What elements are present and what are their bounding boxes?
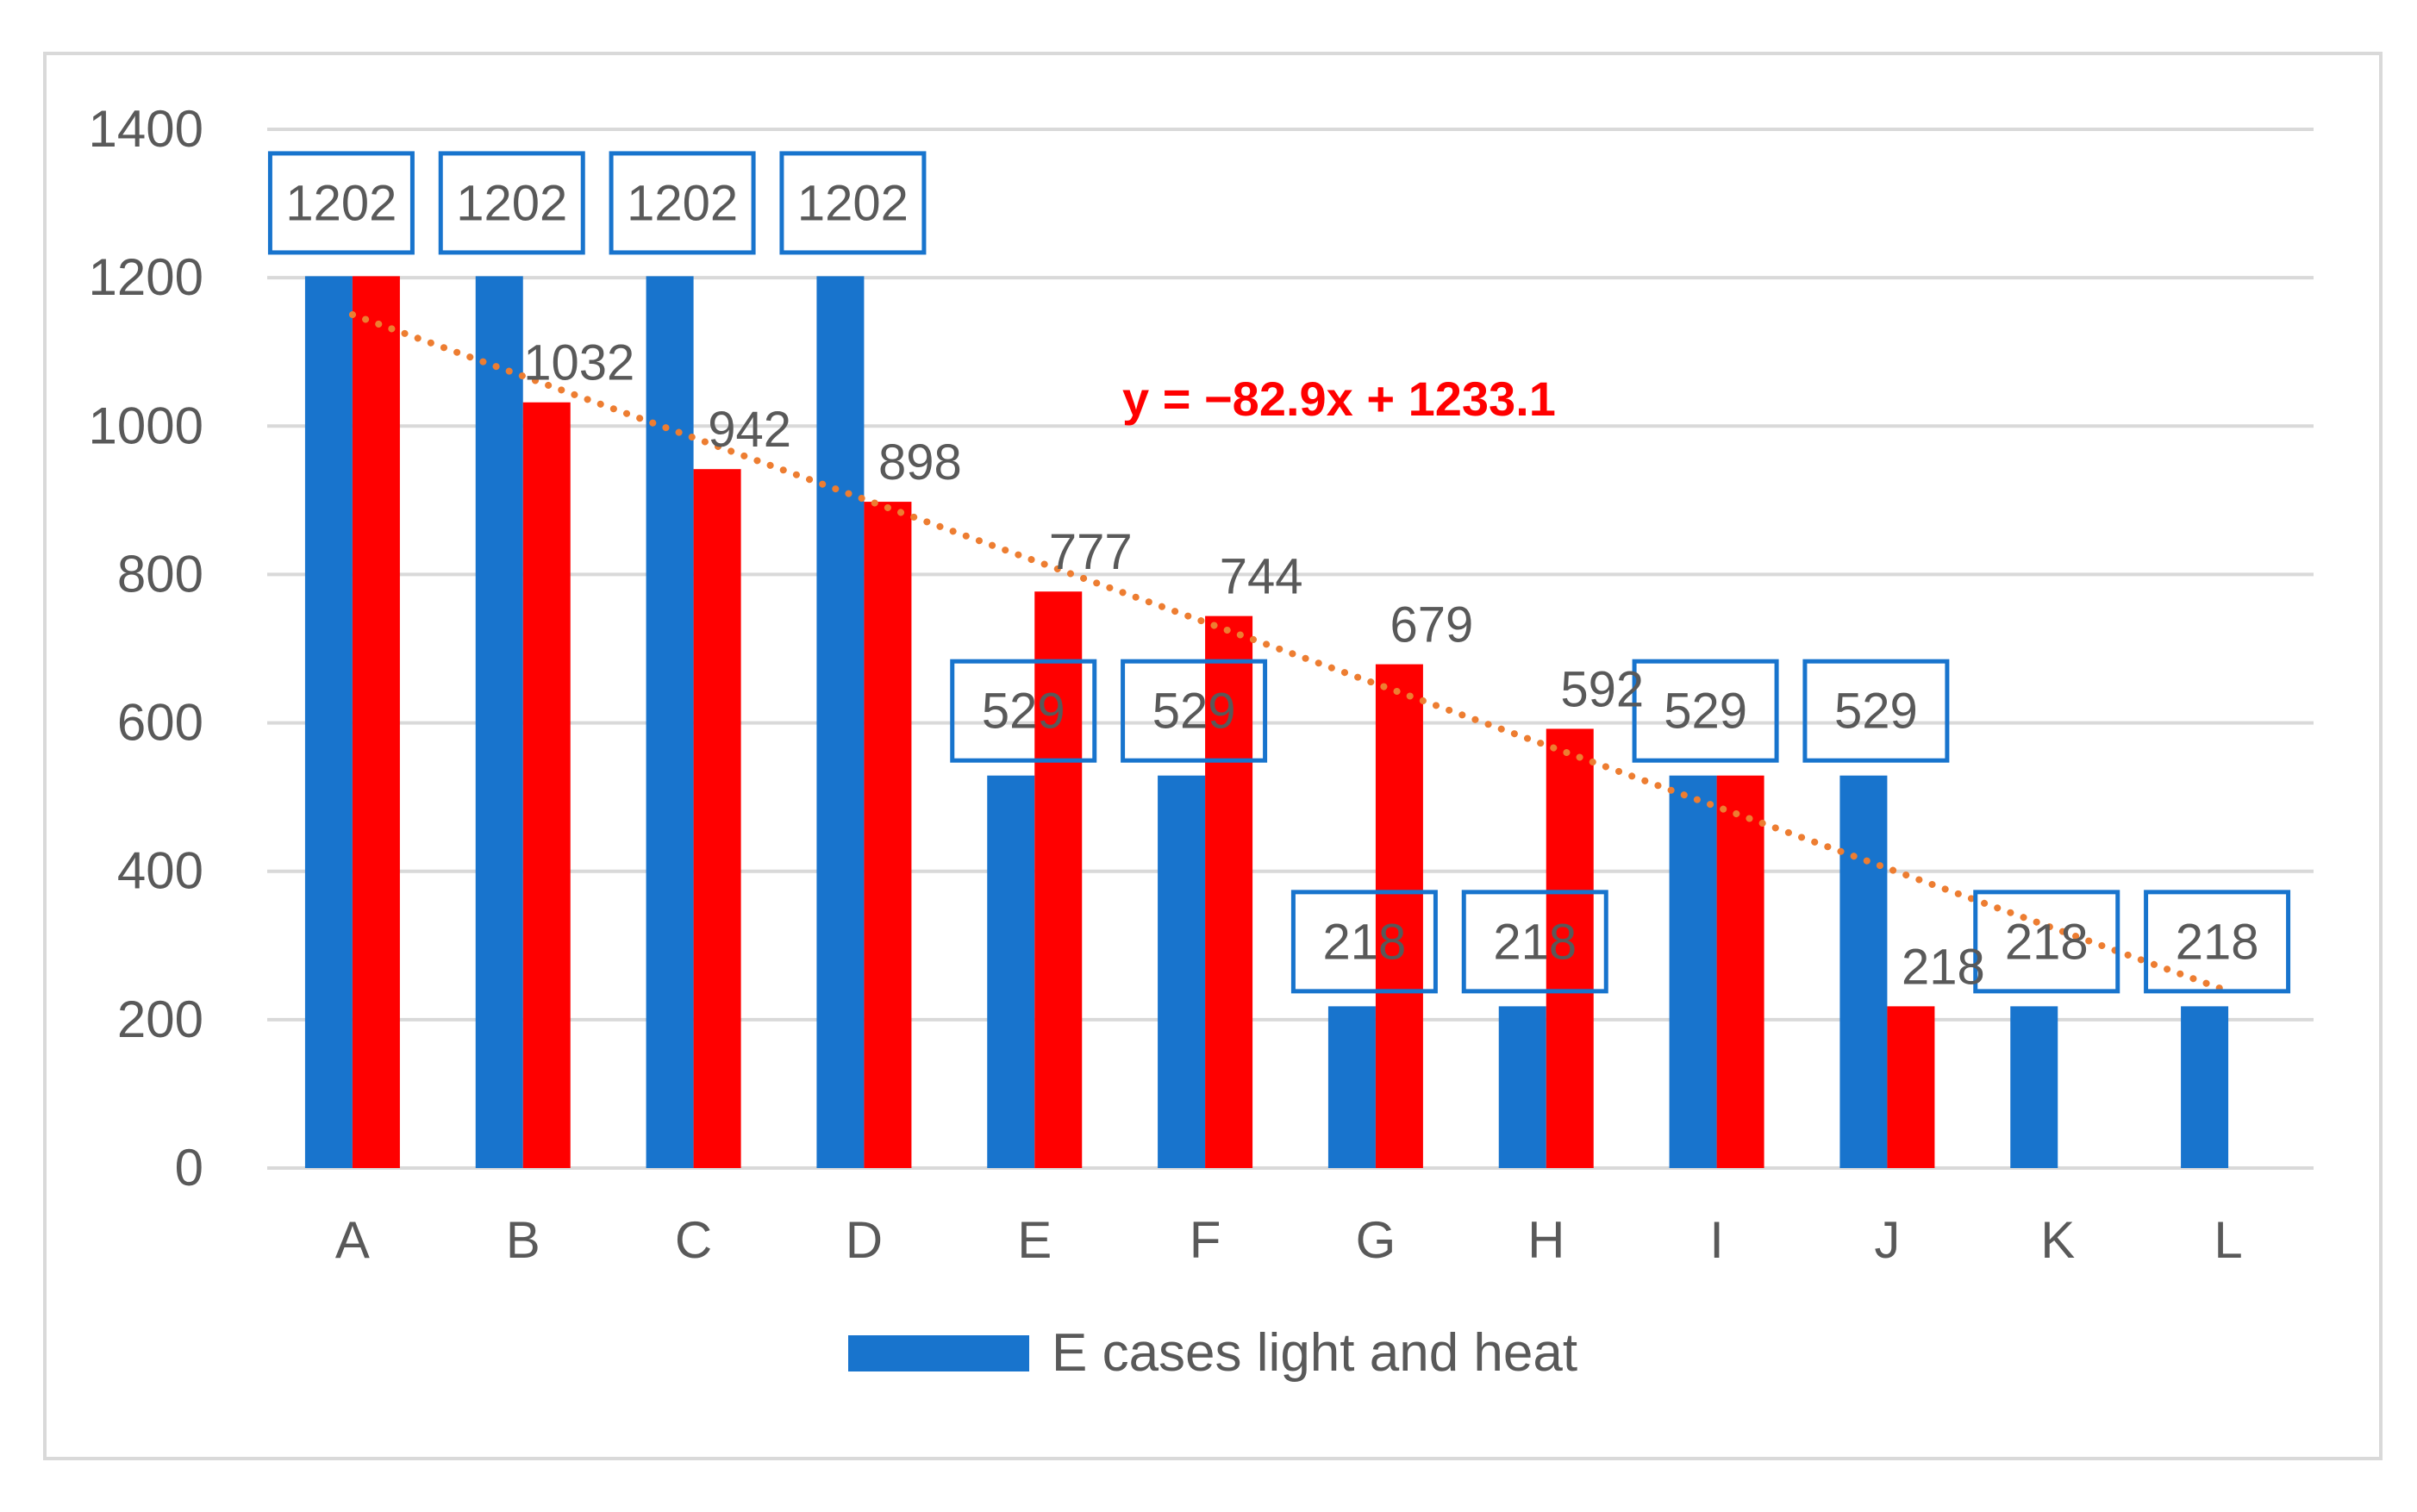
bar-value-label: 218 xyxy=(1493,914,1577,970)
red-value-label: 777 xyxy=(1049,524,1133,580)
bar-red-H xyxy=(1546,728,1594,1168)
y-axis-ticks: 0 200 400 600 800 1000 1200 1400 xyxy=(89,100,203,1196)
red-value-label: 592 xyxy=(1560,661,1644,717)
bar-blue-B xyxy=(475,276,523,1169)
x-tick-label: E xyxy=(1017,1211,1052,1269)
bar-red-G xyxy=(1375,664,1423,1168)
legend-label: E cases light and heat xyxy=(1052,1323,1577,1383)
x-tick-label: G xyxy=(1356,1211,1396,1269)
trendline xyxy=(348,311,2233,995)
x-tick-label: H xyxy=(1527,1211,1564,1269)
bar-value-box: 218 xyxy=(1973,890,2120,994)
red-value-label: 744 xyxy=(1220,549,1303,605)
bar-value-label: 1202 xyxy=(285,175,397,231)
bar-value-box: 1202 xyxy=(609,151,756,255)
bar-red-J xyxy=(1887,1006,1935,1168)
bar-red-B xyxy=(522,402,571,1168)
bar-value-label: 1202 xyxy=(627,175,738,231)
bar-blue-A xyxy=(304,276,353,1169)
bar-blue-J xyxy=(1839,775,1888,1168)
bar-blue-C xyxy=(646,276,694,1169)
bar-value-box-border xyxy=(609,151,756,255)
x-tick-label: L xyxy=(2214,1211,2242,1269)
bar-value-label: 529 xyxy=(1834,684,1918,740)
legend-swatch xyxy=(848,1335,1029,1371)
bar-value-box: 1202 xyxy=(438,151,585,255)
bar-blue-H xyxy=(1498,1006,1546,1168)
bar-red-A xyxy=(352,276,400,1169)
bar-red-E xyxy=(1034,591,1083,1168)
bar-value-box: 1202 xyxy=(779,151,927,255)
bar-value-box-border xyxy=(1802,659,1950,763)
red-value-label: 679 xyxy=(1390,597,1474,653)
bar-red-D xyxy=(864,502,912,1168)
legend: E cases light and heat xyxy=(848,1323,1577,1383)
bar-value-label: 529 xyxy=(1152,684,1236,740)
bar-value-box-border xyxy=(1121,659,1268,763)
x-tick-label: F xyxy=(1190,1211,1221,1269)
bar-value-box-border xyxy=(2144,890,2291,994)
bars xyxy=(304,276,2229,1169)
bar-blue-E xyxy=(987,775,1035,1168)
x-tick-label: B xyxy=(506,1211,540,1269)
y-tick-label: 1000 xyxy=(89,397,203,454)
x-tick-label: K xyxy=(2040,1211,2075,1269)
y-tick-label: 600 xyxy=(117,694,203,752)
bar-value-box: 218 xyxy=(2144,890,2291,994)
bar-red-C xyxy=(693,469,741,1168)
bar-value-box: 529 xyxy=(950,659,1097,763)
x-tick-label: J xyxy=(1874,1211,1900,1269)
trendline-equation: y = −82.9x + 1233.1 xyxy=(1122,372,1556,426)
y-tick-label: 400 xyxy=(117,842,203,900)
bar-value-box-border xyxy=(779,151,927,255)
bar-value-label: 1202 xyxy=(456,175,567,231)
bar-blue-K xyxy=(2010,1006,2058,1168)
bar-value-box-border xyxy=(1632,659,1779,763)
data-labels: 1202 1202 1202 1202 529 529 218 218 529 529 218 218… xyxy=(267,151,2291,995)
bar-value-label: 529 xyxy=(982,684,1065,740)
bar-value-label: 218 xyxy=(2176,914,2259,970)
bar-blue-F xyxy=(1158,775,1206,1168)
y-tick-label: 1400 xyxy=(89,100,203,158)
x-tick-label: I xyxy=(1709,1211,1724,1269)
red-value-label: 942 xyxy=(708,402,791,458)
gridlines xyxy=(267,128,2314,1170)
chart-frame: 0 200 400 600 800 1000 1200 1400 1202 1202 1202 12… xyxy=(43,52,2383,1460)
bar-value-box: 1202 xyxy=(267,151,415,255)
bar-value-box-border xyxy=(950,659,1097,763)
bar-value-box: 529 xyxy=(1802,659,1950,763)
bar-value-label: 218 xyxy=(1323,914,1407,970)
red-value-label: 218 xyxy=(1902,939,1985,995)
bar-value-box-border xyxy=(1461,890,1608,994)
bar-value-box: 529 xyxy=(1121,659,1268,763)
bar-blue-G xyxy=(1327,1006,1376,1168)
bar-red-F xyxy=(1205,615,1253,1168)
y-tick-label: 200 xyxy=(117,990,203,1048)
y-tick-label: 0 xyxy=(175,1139,203,1196)
trendline-layer xyxy=(348,311,2233,995)
x-tick-label: D xyxy=(846,1211,883,1269)
x-tick-label: C xyxy=(675,1211,712,1269)
red-value-label: 1032 xyxy=(523,335,634,391)
bar-value-box: 218 xyxy=(1290,890,1438,994)
bar-value-label: 218 xyxy=(2005,914,2089,970)
x-axis-categories: A B C D E F G H I J K L xyxy=(335,1211,2243,1269)
x-tick-label: A xyxy=(335,1211,370,1269)
bar-value-box-border xyxy=(267,151,415,255)
bar-value-box: 218 xyxy=(1461,890,1608,994)
bar-value-label: 529 xyxy=(1664,684,1747,740)
bar-blue-D xyxy=(816,276,865,1169)
bar-blue-L xyxy=(2181,1006,2229,1168)
bar-value-box-border xyxy=(1973,890,2120,994)
red-value-label: 898 xyxy=(878,434,962,490)
bar-red-I xyxy=(1716,775,1764,1168)
y-tick-label: 1200 xyxy=(89,248,203,306)
bar-value-label: 1202 xyxy=(797,175,909,231)
bar-value-box-border xyxy=(1290,890,1438,994)
bar-blue-I xyxy=(1669,775,1717,1168)
y-tick-label: 800 xyxy=(117,545,203,603)
bar-value-box-border xyxy=(438,151,585,255)
bar-value-box: 529 xyxy=(1632,659,1779,763)
